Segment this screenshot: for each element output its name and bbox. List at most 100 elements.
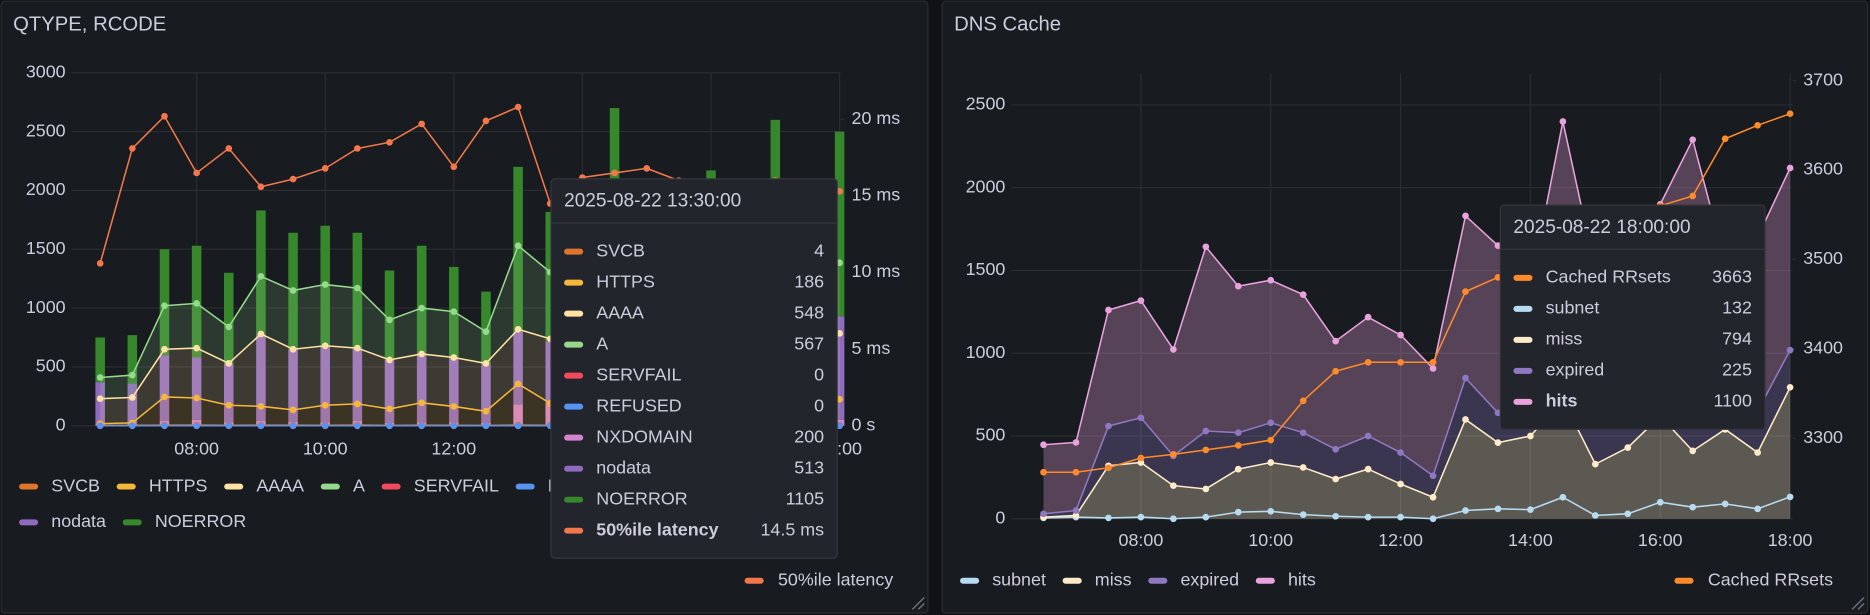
legend-label[interactable]: subnet <box>992 569 1046 589</box>
tooltip-value: 200 <box>794 426 824 446</box>
data-point <box>1170 482 1177 489</box>
legend-swatch[interactable] <box>381 483 401 490</box>
bar <box>95 382 105 424</box>
y-tick-label: 500 <box>976 425 1006 445</box>
data-point <box>1267 436 1275 444</box>
y-tick-label: 500 <box>36 356 66 376</box>
y2-tick-label: 3700 <box>1803 69 1843 89</box>
data-point <box>1786 346 1794 354</box>
data-point <box>482 117 490 125</box>
data-point <box>1267 419 1275 427</box>
data-point <box>1364 313 1372 321</box>
data-point <box>193 344 200 352</box>
legend-swatch[interactable] <box>1062 577 1082 584</box>
data-point <box>1072 512 1080 519</box>
legend-swatch[interactable] <box>1255 577 1275 584</box>
panel-title: QTYPE, RCODE <box>13 13 166 35</box>
tooltip-label: expired <box>1546 360 1605 380</box>
data-point <box>1462 507 1469 514</box>
data-point <box>386 356 393 364</box>
data-point <box>1397 513 1404 521</box>
x-tick-label: 10:00 <box>303 438 348 458</box>
bar <box>545 211 556 342</box>
data-point <box>1429 365 1437 372</box>
legend-label[interactable]: SVCB <box>51 475 100 495</box>
bar <box>352 348 363 422</box>
y-tick-label: 1500 <box>966 259 1006 279</box>
bar <box>191 357 202 420</box>
legend-swatch[interactable] <box>744 577 764 584</box>
legend-label[interactable]: 50%ile latency <box>778 569 893 589</box>
tooltip-value: 1100 <box>1713 391 1751 411</box>
data-point <box>1364 465 1372 473</box>
bar <box>834 316 845 420</box>
data-point <box>1299 397 1307 405</box>
legend-swatch[interactable] <box>320 483 340 490</box>
data-point <box>225 145 233 152</box>
legend-swatch[interactable] <box>515 483 535 490</box>
legend-label[interactable]: SERVFAIL <box>414 475 499 495</box>
legend-label[interactable]: Cached RRsets <box>1708 569 1833 589</box>
data-point <box>1234 282 1242 290</box>
legend-swatch[interactable] <box>116 483 136 490</box>
legend-label[interactable]: expired <box>1180 569 1239 589</box>
data-point <box>1429 493 1437 501</box>
bar <box>224 363 234 423</box>
tooltip-value: 132 <box>1722 298 1752 318</box>
data-point <box>193 422 200 430</box>
data-point <box>289 422 297 430</box>
legend-label[interactable]: NOERROR <box>155 511 246 531</box>
resize-handle[interactable] <box>1851 596 1865 610</box>
legend-swatch[interactable] <box>19 483 39 490</box>
y-tick-label: 2000 <box>966 176 1006 196</box>
bar <box>481 364 491 423</box>
data-point <box>1462 212 1469 220</box>
tooltip-swatch <box>1513 398 1533 405</box>
legend-label[interactable]: nodata <box>51 511 106 531</box>
data-point <box>418 304 426 312</box>
data-point <box>643 165 651 172</box>
data-point <box>1137 414 1145 422</box>
x-tick-label: 12:00 <box>431 438 476 458</box>
y2-tick-label: 3500 <box>1803 248 1843 268</box>
panel-title: DNS Cache <box>954 13 1061 35</box>
data-point <box>1689 192 1697 200</box>
data-point <box>450 163 458 171</box>
x-tick-label: 12:00 <box>1378 530 1423 550</box>
legend-label[interactable]: HTTPS <box>149 475 208 495</box>
tooltip-label: Cached RRsets <box>1546 267 1671 287</box>
data-point <box>1624 510 1632 518</box>
data-point <box>1072 439 1080 446</box>
legend-label[interactable]: A <box>353 475 365 495</box>
tooltip-value: 3663 <box>1712 267 1752 287</box>
y2-tick-label: 3300 <box>1803 427 1843 447</box>
data-point <box>321 281 329 288</box>
legend-label[interactable]: miss <box>1095 569 1132 589</box>
tooltip-swatch <box>1513 274 1533 281</box>
data-point <box>1234 429 1242 437</box>
legend-swatch[interactable] <box>122 519 142 526</box>
data-point <box>289 406 297 414</box>
legend-swatch[interactable] <box>1674 577 1694 584</box>
y-tick-label: 2500 <box>966 94 1006 114</box>
data-point <box>225 422 233 430</box>
tooltip-value: 14.5 ms <box>760 519 824 539</box>
legend-swatch[interactable] <box>1148 577 1168 584</box>
legend-swatch[interactable] <box>19 519 39 526</box>
resize-handle[interactable] <box>911 596 925 610</box>
tooltip-value: 794 <box>1722 329 1752 349</box>
tooltip-label: miss <box>1546 329 1583 349</box>
legend-swatch[interactable] <box>224 483 244 490</box>
data-point <box>1040 441 1047 449</box>
tooltip-label: SERVFAIL <box>596 364 681 384</box>
y2-tick-label: 10 ms <box>852 261 901 281</box>
data-point <box>836 330 843 337</box>
legend-label[interactable]: hits <box>1288 569 1316 589</box>
data-point <box>418 120 426 128</box>
legend-label[interactable]: AAAA <box>256 475 304 495</box>
legend-swatch[interactable] <box>960 577 980 584</box>
data-point <box>1786 110 1794 118</box>
